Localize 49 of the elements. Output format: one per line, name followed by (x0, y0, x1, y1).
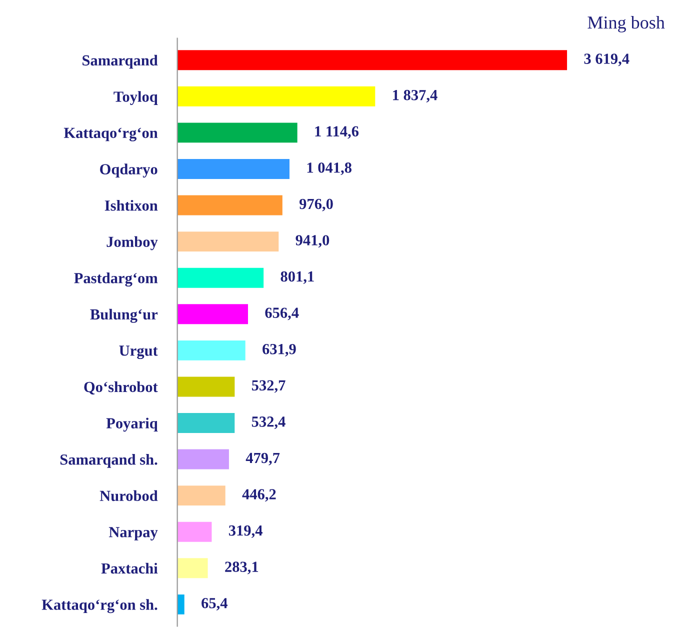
data-label: 1 837,4 (393, 90, 438, 102)
y-tick-label: Paxtachi (101, 562, 158, 574)
data-label: 1 114,6 (315, 126, 359, 139)
y-tick-label: Qo‘shrobot (84, 381, 158, 394)
bar (177, 304, 248, 324)
bar (177, 268, 264, 288)
y-tick-label: Kattaqo‘rg‘on sh. (42, 599, 158, 614)
y-tick-label: Oqdaryo (100, 164, 158, 178)
data-label: 801,1 (280, 271, 314, 284)
data-label: 319,4 (228, 525, 262, 538)
data-label: 283,1 (225, 562, 258, 574)
y-tick-label: Pastdarg‘om (74, 272, 158, 287)
text: Ming bosh (588, 16, 665, 32)
bar (177, 50, 568, 70)
y-tick-label: Poyariq (106, 418, 158, 432)
data-label: 532,7 (252, 380, 286, 393)
y-tick-label: Jomboy (106, 236, 158, 250)
bar (177, 449, 229, 470)
bar (177, 522, 212, 542)
y-tick-label: Bulung‘ur (90, 308, 158, 323)
y-tick-label: Ishtixon (104, 200, 158, 211)
data-label: 941,0 (296, 235, 330, 248)
bar (177, 486, 226, 506)
bar (177, 413, 235, 433)
data-label: 65,4 (202, 598, 228, 610)
y-tick-label: Samarqand sh. (60, 454, 158, 468)
data-label: 1 041,8 (307, 162, 352, 176)
y-tick-label: Toyloq (114, 91, 158, 105)
data-label: 3 619,4 (584, 54, 630, 66)
bar (177, 232, 279, 252)
bar (177, 376, 235, 397)
y-tick-label: Samarqand (82, 54, 158, 69)
bar (177, 340, 246, 360)
bar (177, 122, 298, 143)
y-tick-label: Nurobod (100, 490, 158, 502)
bar (177, 558, 208, 578)
bar (177, 195, 282, 216)
data-label: 976,0 (299, 198, 333, 212)
data-label: 446,2 (242, 489, 276, 502)
data-label: 479,7 (246, 452, 280, 466)
y-tick-label: Narpay (108, 527, 158, 540)
data-label: 631,9 (262, 344, 296, 356)
y-tick-label: Urgut (119, 346, 158, 360)
bar (177, 159, 290, 179)
bar (177, 594, 184, 614)
data-label: 656,4 (265, 308, 299, 320)
data-label: 532,4 (252, 416, 286, 430)
y-tick-label: Kattaqo‘rg‘on (64, 128, 158, 142)
bar (177, 86, 376, 106)
